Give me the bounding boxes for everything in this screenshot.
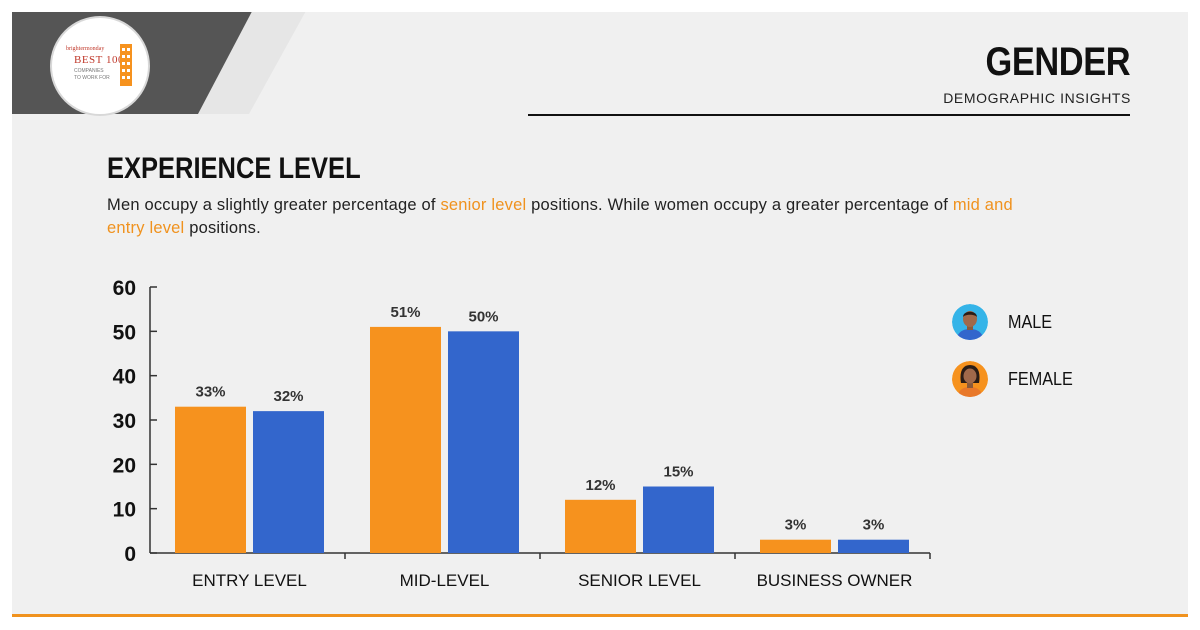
bottom-accent-rule [12, 614, 1188, 617]
y-tick-label: 40 [113, 366, 136, 389]
badge-line-1: COMPANIES [74, 68, 104, 74]
category-label: MID-LEVEL [400, 571, 490, 590]
category-label: SENIOR LEVEL [578, 571, 701, 590]
desc-highlight-mid-entry: mid and entry level [107, 196, 1013, 237]
bar-value-label: 51% [390, 304, 420, 321]
page-title: GENDER [985, 40, 1130, 84]
desc-text-2: positions. While women occupy a greater … [526, 196, 953, 214]
page-subtitle: DEMOGRAPHIC INSIGHTS [943, 90, 1131, 106]
badge-best-text: BEST 100 [74, 54, 124, 66]
bar-value-label: 12% [585, 477, 615, 494]
badge-small-text: brightermonday [66, 46, 105, 52]
section-title: EXPERIENCE LEVEL [107, 152, 361, 185]
bar-0-3 [760, 539, 831, 553]
bar-1-1 [448, 331, 519, 553]
y-tick-label: 50 [113, 321, 136, 344]
bar-1-3 [838, 539, 909, 553]
desc-text-1: Men occupy a slightly greater percentage… [107, 196, 441, 214]
desc-text-3: positions. [184, 219, 261, 237]
building-icon [120, 44, 132, 86]
bar-value-label: 3% [863, 517, 885, 534]
male-avatar-icon [952, 304, 988, 340]
title-divider [528, 114, 1130, 116]
infographic-canvas: brightermonday BEST 100 COMPANIES TO WOR… [12, 12, 1188, 614]
legend-female-label: FEMALE [1008, 369, 1073, 389]
y-tick-label: 60 [113, 277, 136, 300]
bar-0-1 [370, 326, 441, 553]
bar-value-label: 32% [273, 388, 303, 405]
category-label: ENTRY LEVEL [192, 571, 307, 590]
desc-highlight-senior: senior level [440, 196, 527, 214]
badge-line-2: TO WORK FOR [74, 75, 110, 81]
best-100-badge-logo: brightermonday BEST 100 COMPANIES TO WOR… [52, 18, 148, 114]
legend-male-label: MALE [1008, 312, 1053, 332]
category-label: BUSINESS OWNER [757, 571, 913, 590]
bar-value-label: 50% [468, 308, 498, 325]
bar-value-label: 33% [195, 384, 225, 401]
y-tick-label: 30 [113, 410, 136, 433]
bar-value-label: 3% [785, 517, 807, 534]
y-tick-label: 20 [113, 454, 136, 477]
bar-chart: 0 10 20 30 40 50 60 33% 32% ENTRY LEVEL 51% 50% MID-… [113, 277, 931, 590]
section-description: Men occupy a slightly greater percentage… [107, 194, 1027, 240]
bar-1-0 [253, 411, 324, 553]
y-tick-label: 0 [124, 543, 136, 566]
bar-1-2 [643, 486, 714, 553]
female-avatar-icon [952, 361, 988, 397]
bar-0-2 [565, 499, 636, 553]
bar-0-0 [175, 406, 246, 553]
y-tick-label: 10 [113, 499, 136, 522]
bar-value-label: 15% [663, 464, 693, 481]
